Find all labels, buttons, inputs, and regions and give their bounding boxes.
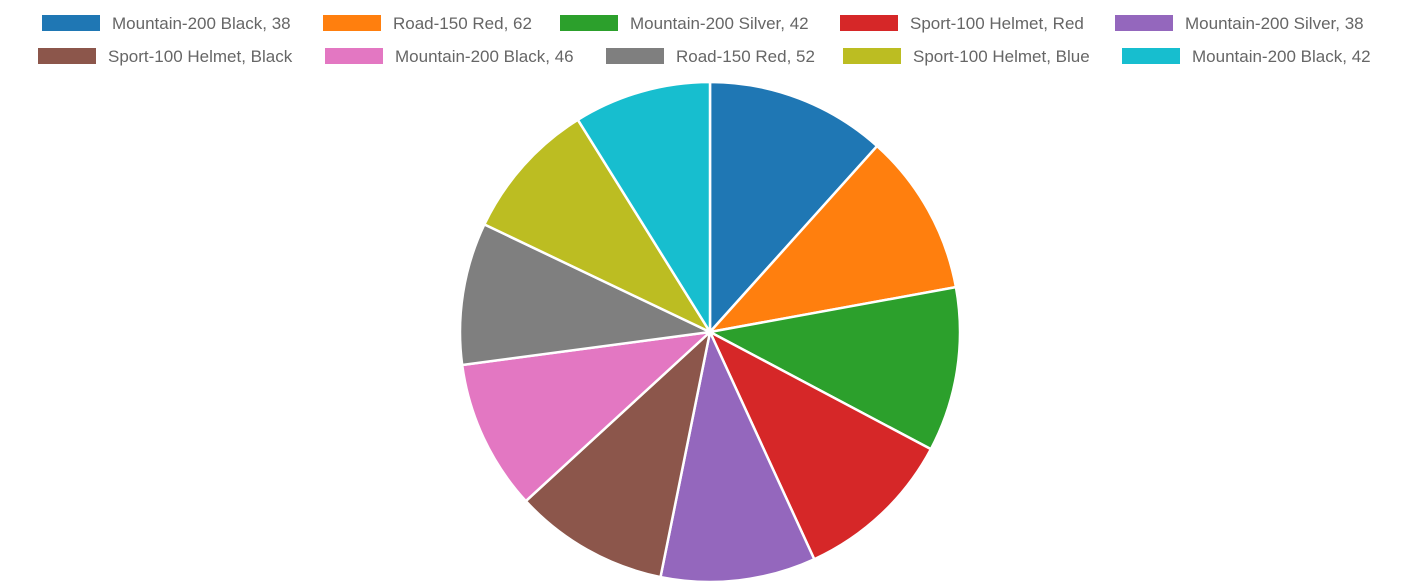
legend-swatch xyxy=(42,15,100,31)
legend-label: Mountain-200 Black, 42 xyxy=(1192,47,1371,66)
legend-item[interactable]: Road-150 Red, 62 xyxy=(323,14,532,33)
legend-swatch xyxy=(323,15,381,31)
legend-item[interactable]: Road-150 Red, 52 xyxy=(606,47,815,66)
legend-swatch xyxy=(1122,48,1180,64)
legend-item[interactable]: Mountain-200 Black, 38 xyxy=(42,14,291,33)
legend-item[interactable]: Sport-100 Helmet, Black xyxy=(38,47,293,66)
pie-slice[interactable] xyxy=(483,118,712,334)
pie-slice[interactable] xyxy=(708,144,958,334)
legend-label: Mountain-200 Black, 46 xyxy=(395,47,574,66)
legend-item[interactable]: Sport-100 Helmet, Blue xyxy=(843,47,1090,66)
legend-swatch xyxy=(843,48,901,64)
legend-item[interactable]: Mountain-200 Silver, 42 xyxy=(560,14,809,33)
legend-swatch xyxy=(38,48,96,64)
legend-label: Mountain-200 Black, 38 xyxy=(112,14,291,33)
legend-label: Mountain-200 Silver, 38 xyxy=(1185,14,1364,33)
legend-label: Sport-100 Helmet, Blue xyxy=(913,47,1090,66)
legend-swatch xyxy=(325,48,383,64)
pie-slice[interactable] xyxy=(708,80,879,334)
legend-item[interactable]: Mountain-200 Black, 42 xyxy=(1122,47,1371,66)
pie-slice[interactable] xyxy=(576,80,712,334)
legend-swatch xyxy=(606,48,664,64)
legend-item[interactable]: Sport-100 Helmet, Red xyxy=(840,14,1084,33)
legend-swatch xyxy=(1115,15,1173,31)
pie-slice[interactable] xyxy=(460,330,712,503)
legend-swatch xyxy=(560,15,618,31)
legend-item[interactable]: Mountain-200 Silver, 38 xyxy=(1115,14,1364,33)
legend-item[interactable]: Mountain-200 Black, 46 xyxy=(325,47,574,66)
legend-label: Mountain-200 Silver, 42 xyxy=(630,14,809,33)
legend-label: Road-150 Red, 52 xyxy=(676,47,815,66)
pie-slice[interactable] xyxy=(458,223,712,367)
legend-label: Road-150 Red, 62 xyxy=(393,14,532,33)
pie-slice[interactable] xyxy=(708,330,933,561)
legend-label: Sport-100 Helmet, Black xyxy=(108,47,293,66)
pie-slice[interactable] xyxy=(524,330,712,579)
legend-swatch xyxy=(840,15,898,31)
pie-slice[interactable] xyxy=(659,330,816,584)
legend: Mountain-200 Black, 38 Road-150 Red, 62 Mo… xyxy=(38,14,1371,66)
legend-label: Sport-100 Helmet, Red xyxy=(910,14,1084,33)
pie-slices xyxy=(458,80,962,584)
pie-slice[interactable] xyxy=(708,285,962,451)
